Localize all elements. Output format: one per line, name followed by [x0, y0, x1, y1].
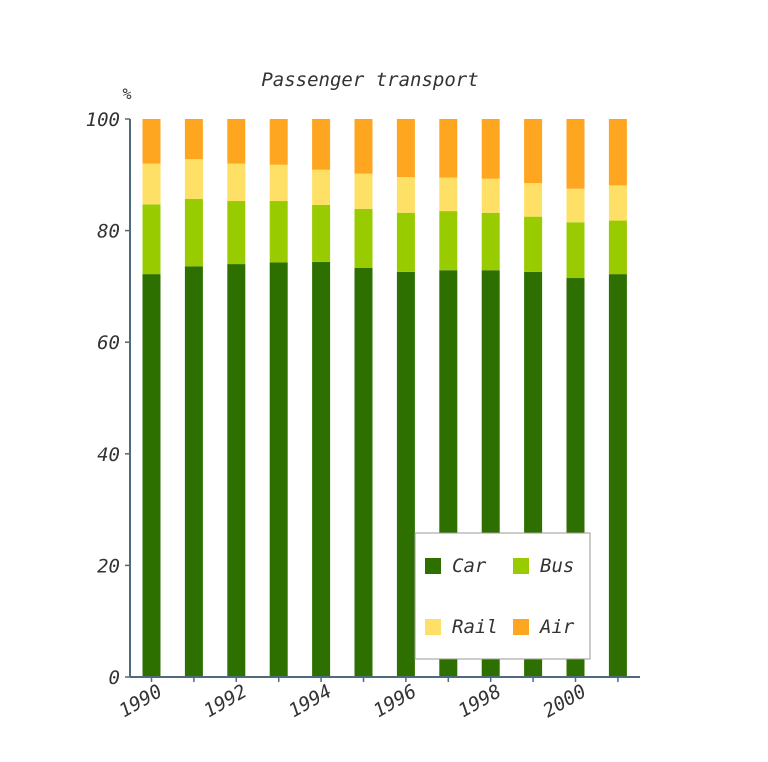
bar-rail-1993 — [269, 164, 288, 202]
bar-air-2000 — [566, 119, 585, 189]
x-tick-label: 1992 — [200, 680, 251, 722]
legend-swatch-car — [425, 558, 441, 574]
bar-rail-1996 — [396, 177, 415, 213]
bar-air-1996 — [396, 119, 415, 178]
bar-car-1996 — [396, 271, 415, 677]
x-tick-label: 1990 — [115, 680, 166, 722]
y-tick-label: 0 — [109, 667, 120, 689]
bar-air-1990 — [142, 119, 161, 164]
x-tick-label: 1996 — [370, 680, 421, 722]
bar-rail-1994 — [312, 169, 331, 205]
x-tick-label: 1994 — [285, 680, 336, 722]
bar-bus-1998 — [481, 212, 500, 271]
legend-label-air: Air — [539, 616, 575, 638]
bar-bus-2000 — [566, 222, 585, 279]
bar-air-1993 — [269, 119, 288, 165]
bar-bus-1997 — [439, 211, 458, 271]
bar-car-1990 — [142, 274, 161, 677]
x-ticks-group: 1990 1992 1994 1996 1998 2000 — [115, 677, 619, 722]
bar-rail-1995 — [354, 173, 373, 209]
legend-swatch-air — [513, 619, 529, 635]
bar-bus-2001 — [608, 220, 627, 275]
bar-air-1999 — [524, 119, 543, 184]
bar-air-1992 — [227, 119, 246, 164]
chart-title: Passenger transport — [261, 69, 478, 91]
y-tick-label: 60 — [97, 332, 120, 354]
y-tick-label: 40 — [97, 444, 120, 466]
bar-rail-2000 — [566, 188, 585, 223]
x-tick-label: 1998 — [455, 680, 506, 722]
bar-air-1995 — [354, 119, 373, 174]
y-tick-label: 20 — [97, 555, 120, 577]
bar-rail-1991 — [184, 159, 203, 199]
bar-bus-1990 — [142, 204, 161, 275]
bar-bus-1991 — [184, 198, 203, 267]
bar-car-1991 — [184, 266, 203, 677]
bar-bus-1999 — [524, 216, 543, 272]
legend: Car Bus Rail Air — [414, 532, 591, 660]
bar-car-1994 — [312, 261, 331, 677]
bar-bus-1992 — [227, 201, 246, 265]
bar-car-1995 — [354, 267, 373, 677]
bar-car-2001 — [608, 274, 627, 677]
bar-air-1997 — [439, 119, 458, 178]
bar-rail-1997 — [439, 177, 458, 212]
bar-car-1993 — [269, 262, 288, 677]
bar-rail-1990 — [142, 163, 161, 205]
legend-label-bus: Bus — [540, 555, 574, 577]
bar-rail-1999 — [524, 183, 543, 217]
bar-air-1998 — [481, 119, 500, 179]
legend-swatch-rail — [425, 619, 441, 635]
legend-box — [414, 532, 591, 660]
y-tick-label: 80 — [97, 221, 120, 243]
y-ticks-group: 0 20 40 60 80 100 — [86, 109, 130, 689]
legend-label-car: Car — [452, 555, 487, 577]
legend-swatch-bus — [513, 558, 529, 574]
bar-air-2001 — [608, 119, 627, 186]
bar-car-1992 — [227, 264, 246, 677]
bar-bus-1994 — [312, 204, 331, 262]
bar-air-1991 — [184, 119, 203, 160]
bar-bus-1993 — [269, 201, 288, 263]
bars-group — [142, 119, 627, 677]
bar-rail-2001 — [608, 185, 627, 221]
legend-label-rail: Rail — [452, 616, 498, 638]
y-tick-label: 100 — [86, 109, 120, 131]
x-tick-label: 2000 — [539, 680, 590, 722]
bar-bus-1995 — [354, 208, 373, 268]
y-axis-unit-label: % — [122, 85, 131, 103]
bar-rail-1992 — [227, 163, 246, 202]
bar-air-1994 — [312, 119, 331, 170]
bar-bus-1996 — [396, 212, 415, 272]
bar-rail-1998 — [481, 178, 500, 213]
